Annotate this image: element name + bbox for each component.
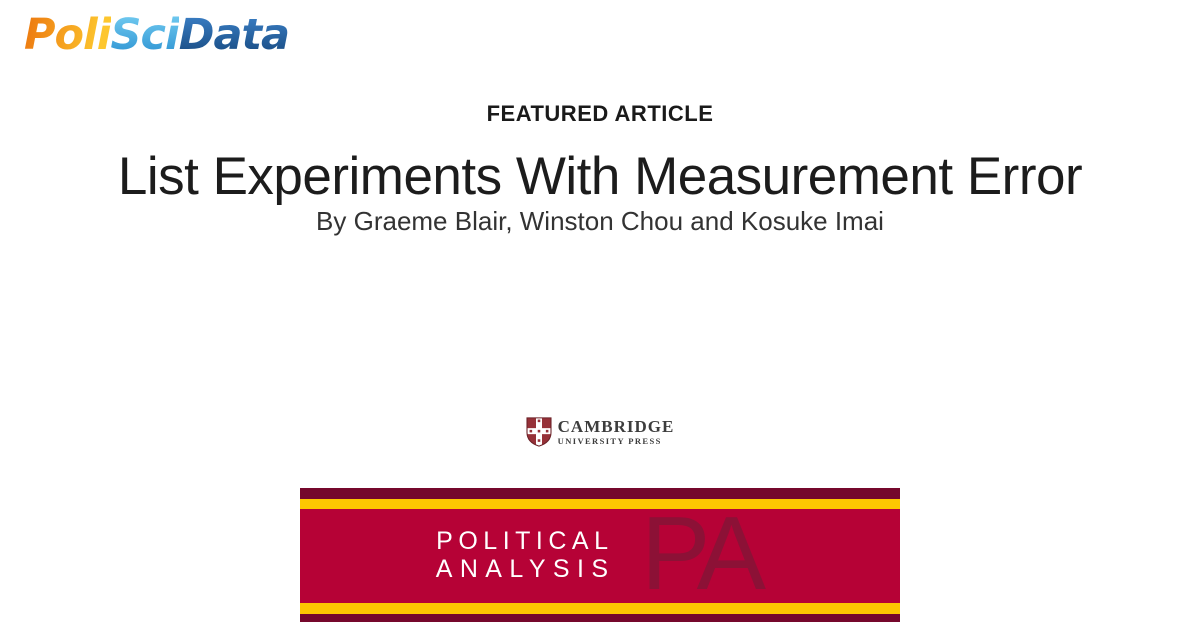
cambridge-university-press-logo: CAMBRIDGE UNIVERSITY PRESS [0,417,1200,447]
banner-maroon-stripe-top [300,488,900,499]
banner-maroon-stripe-bottom [300,614,900,622]
banner-gold-stripe-bottom [300,603,900,614]
cambridge-subtitle: UNIVERSITY PRESS [557,435,662,446]
article-byline: By Graeme Blair, Winston Chou and Kosuke… [316,206,884,236]
cambridge-wordmark: CAMBRIDGE UNIVERSITY PRESS [557,416,675,446]
journal-name-line1: POLITICAL [436,527,614,555]
cambridge-name: CAMBRIDGE [557,416,675,436]
article-title: List Experiments With Measurement Error [117,147,1083,206]
banner-gold-stripe-top [300,499,900,509]
political-analysis-banner: POLITICAL ANALYSIS PA [300,488,900,622]
journal-pa-monogram: PA [641,509,766,603]
journal-name-line2: ANALYSIS [435,555,616,583]
journal-name: POLITICAL ANALYSIS [418,527,608,583]
polisci-data-logo: PoliSciData [24,10,290,60]
cambridge-shield-icon [526,417,552,447]
logo-text-sci: Sci [110,10,180,60]
logo-text-poli: Poli [24,10,112,60]
banner-field: POLITICAL ANALYSIS PA [300,509,900,603]
featured-article-kicker: FEATURED ARTICLE [486,101,714,126]
logo-text-data: Data [178,10,290,60]
